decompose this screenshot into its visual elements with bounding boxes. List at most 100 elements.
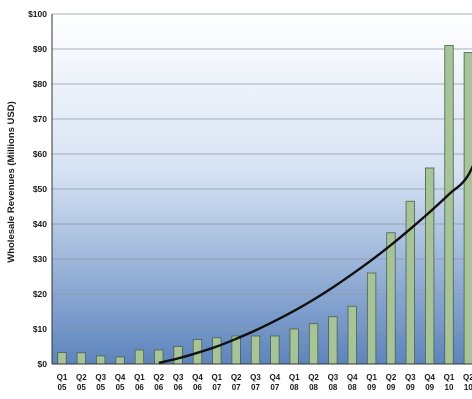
x-tick-year: 06 <box>193 383 202 392</box>
bar <box>289 328 299 365</box>
y-tick-label: $20 <box>33 289 47 299</box>
x-tick-year: 10 <box>445 383 454 392</box>
x-tick-label: Q1 08 <box>289 373 300 392</box>
bar <box>328 316 338 365</box>
x-tick-year: 07 <box>251 383 260 392</box>
x-tick-year: 05 <box>58 383 67 392</box>
bar <box>134 349 145 365</box>
x-tick-year: 09 <box>406 383 415 392</box>
x-tick-year: 07 <box>232 383 241 392</box>
x-tick-year: 06 <box>154 383 163 392</box>
x-tick-year: 08 <box>328 383 337 392</box>
bar <box>96 355 106 365</box>
y-tick-label: $50 <box>33 184 47 194</box>
y-tick-label: $90 <box>33 44 47 54</box>
y-tick-label: $40 <box>33 219 47 229</box>
x-tick-year: 10 <box>464 383 472 392</box>
bar <box>250 335 261 365</box>
x-tick-label: Q3 08 <box>328 373 339 392</box>
x-tick-year: 05 <box>96 383 105 392</box>
x-tick-quarter: Q1 <box>366 373 377 382</box>
x-tick-year: 09 <box>386 383 395 392</box>
x-tick-quarter: Q2 <box>153 373 164 382</box>
x-tick-year: 05 <box>77 383 86 392</box>
x-tick-quarter: Q3 <box>173 373 184 382</box>
x-tick-year: 09 <box>367 383 376 392</box>
bar <box>212 337 222 365</box>
x-tick-label: Q4 06 <box>192 373 203 392</box>
x-tick-quarter: Q1 <box>444 373 455 382</box>
x-tick-label: Q2 06 <box>153 373 164 392</box>
bar <box>347 305 357 365</box>
x-tick-quarter: Q2 <box>463 373 472 382</box>
x-tick-label: Q4 05 <box>115 373 126 392</box>
x-tick-label: Q4 08 <box>347 373 358 392</box>
x-tick-label: Q2 10 <box>463 373 472 392</box>
x-tick-year: 07 <box>212 383 221 392</box>
x-tick-year: 06 <box>135 383 144 392</box>
x-tick-label: Q3 06 <box>173 373 184 392</box>
x-tick-quarter: Q2 <box>386 373 397 382</box>
bar <box>308 323 319 365</box>
x-tick-year: 08 <box>290 383 299 392</box>
trendline <box>158 165 472 365</box>
x-tick-year: 09 <box>425 383 434 392</box>
x-tick-year: 05 <box>116 383 125 392</box>
x-tick-quarter: Q3 <box>250 373 261 382</box>
y-axis-tick-labels: $0 $10 $20 $30 $40 $50 $60 $70 $80 $90 $100 <box>28 9 47 369</box>
x-tick-quarter: Q2 <box>231 373 242 382</box>
y-tick-label: $60 <box>33 149 47 159</box>
x-tick-quarter: Q1 <box>134 373 145 382</box>
bar <box>366 272 377 365</box>
x-tick-label: Q3 09 <box>405 373 416 392</box>
x-tick-label: Q1 05 <box>57 373 68 392</box>
y-tick-label: $10 <box>33 324 47 334</box>
x-tick-label: Q1 07 <box>211 373 222 392</box>
y-tick-label: $70 <box>33 114 47 124</box>
x-tick-label: Q2 09 <box>386 373 397 392</box>
bar <box>115 356 125 365</box>
x-tick-label: Q4 09 <box>424 373 435 392</box>
bar <box>57 352 67 365</box>
y-tick-label: $0 <box>38 359 48 369</box>
x-tick-quarter: Q1 <box>289 373 300 382</box>
x-tick-quarter: Q2 <box>76 373 87 382</box>
gridlines <box>52 13 472 330</box>
x-tick-quarter: Q2 <box>308 373 319 382</box>
bar <box>444 45 454 365</box>
bar <box>76 352 86 365</box>
x-tick-quarter: Q4 <box>115 373 126 382</box>
x-tick-label: Q2 08 <box>308 373 319 392</box>
axes <box>51 14 472 365</box>
x-tick-label: Q1 09 <box>366 373 377 392</box>
x-tick-label: Q3 05 <box>95 373 106 392</box>
y-tick-label: $30 <box>33 254 47 264</box>
x-tick-quarter: Q3 <box>328 373 339 382</box>
y-tick-label: $80 <box>33 79 47 89</box>
x-tick-quarter: Q3 <box>405 373 416 382</box>
x-tick-year: 07 <box>270 383 279 392</box>
y-tick-label: $100 <box>28 9 47 19</box>
x-tick-label: Q4 07 <box>270 373 281 392</box>
x-tick-quarter: Q4 <box>270 373 281 382</box>
x-tick-year: 08 <box>348 383 357 392</box>
x-tick-label: Q2 05 <box>76 373 87 392</box>
bar <box>424 167 435 365</box>
x-tick-label: Q3 07 <box>250 373 261 392</box>
y-axis-title: Wholesale Revenues (Millions USD) <box>6 101 17 263</box>
bar <box>270 335 280 365</box>
bar <box>463 52 472 365</box>
x-tick-quarter: Q4 <box>347 373 358 382</box>
x-tick-year: 08 <box>309 383 318 392</box>
x-tick-label: Q1 10 <box>444 373 455 392</box>
bar <box>173 346 183 365</box>
x-tick-year: 06 <box>174 383 183 392</box>
bar <box>386 232 396 365</box>
x-tick-quarter: Q3 <box>95 373 106 382</box>
x-tick-label: Q1 06 <box>134 373 145 392</box>
x-tick-quarter: Q4 <box>424 373 435 382</box>
x-tick-quarter: Q4 <box>192 373 203 382</box>
